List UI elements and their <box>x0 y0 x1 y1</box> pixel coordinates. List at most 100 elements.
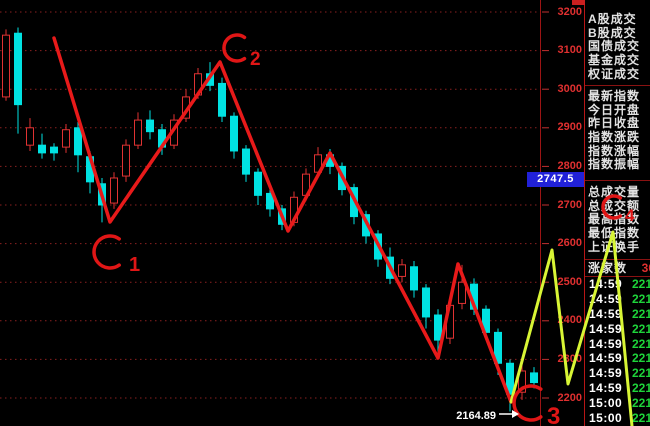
sidebar-item[interactable]: 国债成交 <box>588 39 641 54</box>
tick-time: 14:59 <box>589 291 623 306</box>
candle-body <box>170 119 178 146</box>
candle-body <box>38 144 46 154</box>
price-axis-label: 2500 <box>557 275 582 288</box>
candlestick <box>386 247 394 285</box>
candlestick <box>26 118 34 151</box>
candlestick <box>506 359 514 412</box>
sidebar-divider <box>585 180 650 181</box>
sidebar-item[interactable]: 指数涨幅 <box>588 143 641 158</box>
sidebar-item[interactable]: B股成交 <box>588 25 637 40</box>
tick-row[interactable]: 14:59 221 <box>585 277 650 292</box>
tick-row[interactable]: 14:59 221 <box>585 351 650 366</box>
sidebar-item[interactable]: 权证成交 <box>588 66 641 81</box>
index-stats-menu: 总成交量 总成交额 最高指数 最低指数 上证换手 <box>585 185 650 254</box>
candle-body <box>182 96 190 119</box>
candle-body <box>62 129 70 148</box>
candlestick <box>218 77 226 123</box>
candlestick <box>278 205 286 231</box>
tick-row[interactable]: 14:59 221 <box>585 322 650 337</box>
candlestick <box>122 139 130 182</box>
candlestick <box>338 162 346 196</box>
candle-body <box>266 192 274 210</box>
sidebar-item[interactable]: 最新指数 <box>588 89 641 103</box>
candlestick <box>110 172 118 209</box>
tick-value: 221 <box>631 381 650 396</box>
candlestick <box>422 284 430 329</box>
tick-row[interactable]: 14:59 221 <box>585 381 650 396</box>
candle-body <box>302 173 310 196</box>
candlestick <box>50 143 58 161</box>
quote-sidebar: A股成交 B股成交 国债成交 基金成交 权证成交 最新指数 今日开盘 昨日收盘 指数涨跌 指数涨… <box>585 0 650 426</box>
candle-body <box>482 308 490 333</box>
sidebar-item[interactable]: 总成交量 <box>588 185 641 199</box>
candle-body <box>134 119 142 146</box>
tick-row[interactable]: 15:00 221 <box>585 396 650 411</box>
sidebar-item[interactable]: 指数涨跌 <box>588 130 641 145</box>
price-axis-label: 2300 <box>557 352 582 365</box>
tick-value: 221 <box>631 277 650 291</box>
tick-value: 221 <box>631 411 650 426</box>
sidebar-item[interactable]: 指数振幅 <box>588 157 641 172</box>
tick-time: 14:59 <box>589 277 623 291</box>
sidebar-item[interactable]: 基金成交 <box>588 53 641 68</box>
candle-body <box>50 146 58 154</box>
candle-body <box>398 264 406 277</box>
candle-body <box>338 165 346 191</box>
candle-body <box>422 287 430 318</box>
price-axis-label: 2600 <box>557 237 582 250</box>
candlestick <box>434 309 442 356</box>
tick-row[interactable]: 15:00 221 <box>585 411 650 426</box>
tick-time: 14:59 <box>589 306 623 321</box>
candle-body <box>314 154 322 173</box>
tick-row[interactable]: 14:59 221 <box>585 366 650 381</box>
tick-row[interactable]: 14:59 221 <box>585 337 650 352</box>
advancers-label: 涨家数 <box>588 261 628 275</box>
candlestick <box>458 264 466 310</box>
candlestick <box>230 112 238 159</box>
price-axis-label: 3100 <box>557 44 582 57</box>
candle-body <box>74 127 82 156</box>
candlestick <box>314 147 322 177</box>
gridlines <box>0 11 549 399</box>
tick-row[interactable]: 14:59 221 <box>585 292 650 307</box>
candlestick <box>134 112 142 150</box>
market-volume-menu: A股成交 B股成交 国债成交 基金成交 权证成交 <box>585 12 650 81</box>
tick-value: 221 <box>631 306 650 321</box>
tick-time: 14:59 <box>589 366 623 381</box>
candlestick <box>182 89 190 123</box>
candlestick <box>398 259 406 283</box>
sidebar-item[interactable]: A股成交 <box>588 12 637 26</box>
candle-body <box>86 156 94 183</box>
candlestick <box>14 27 22 134</box>
candle-body <box>14 32 22 106</box>
candlestick <box>86 150 94 194</box>
candle-body <box>386 256 394 279</box>
tick-value: 221 <box>631 321 650 336</box>
advancers-value: 30 <box>641 261 650 275</box>
candlestick <box>146 110 154 140</box>
sidebar-item[interactable]: 今日开盘 <box>588 102 641 117</box>
tick-list: 14:59 221 14:59 221 14:59 221 14:59 221 14:59 221… <box>585 277 650 426</box>
tick-time: 14:59 <box>589 321 623 336</box>
candle-body <box>530 372 538 384</box>
candlestick <box>326 149 334 175</box>
candlestick <box>518 363 526 400</box>
candle-body <box>146 119 154 133</box>
sidebar-item[interactable]: 最低指数 <box>588 226 641 241</box>
price-axis-label: 2400 <box>557 314 582 327</box>
sidebar-item[interactable]: 昨日收盘 <box>588 116 641 131</box>
chart-axis-divider <box>540 0 541 426</box>
candle-body <box>2 34 10 98</box>
candle-body <box>158 129 166 148</box>
candle-body <box>194 73 202 96</box>
price-axis-label: 2700 <box>557 198 582 211</box>
sidebar-item[interactable]: 上证换手 <box>588 239 641 254</box>
tick-time: 15:00 <box>589 396 623 411</box>
advancers-row: 涨家数 30 <box>585 261 650 275</box>
candlestick <box>446 297 454 344</box>
price-axis-label: 2900 <box>557 121 582 134</box>
tick-row[interactable]: 14:59 221 <box>585 307 650 322</box>
tick-value: 221 <box>631 366 650 381</box>
sidebar-item[interactable]: 最高指数 <box>588 212 641 227</box>
candlestick <box>38 133 46 159</box>
